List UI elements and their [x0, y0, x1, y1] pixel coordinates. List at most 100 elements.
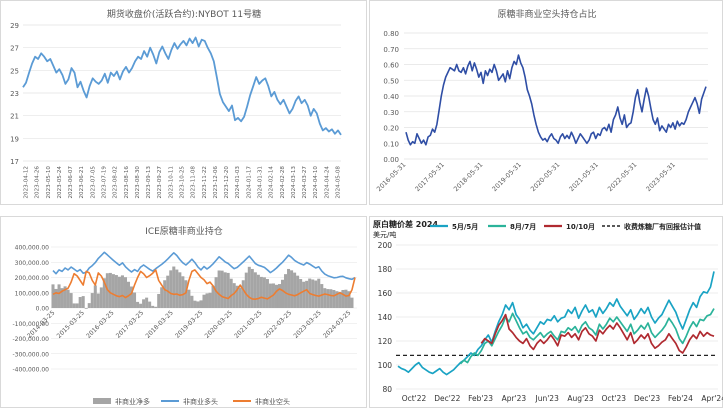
y-tick-label: -300,000.00 — [12, 351, 49, 358]
y-tick-label: 25 — [10, 67, 19, 75]
net-long-bar — [302, 282, 305, 308]
net-long-bar — [341, 290, 344, 308]
net-long-bar — [251, 269, 254, 308]
net-long-bar — [100, 287, 103, 308]
legend-refiner-estimate: 收费炼糖厂有回报估计值 — [624, 222, 701, 231]
net-long-bar — [206, 293, 209, 308]
x-tick-label: 2023-06-07 — [68, 166, 74, 199]
net-long-bar — [73, 303, 76, 308]
chart-sugar-futures: 期货收盘价(活跃合约):NYBOT 11号糖 17192123252729202… — [1, 1, 368, 206]
net-long-bar — [139, 304, 142, 308]
net-long-bar — [257, 275, 260, 308]
x-tick-label: 2023-06-21 — [79, 166, 85, 199]
chart-noncommercial: ICE原糖非商业持仓 400,000.00300,000.00200,000.0… — [1, 217, 368, 409]
x-tick-label: 2023-08-30 — [135, 166, 141, 199]
net-long-bar — [181, 276, 184, 308]
net-long-bar — [193, 301, 196, 308]
y-tick-label: 0.50 — [383, 77, 399, 85]
y-tick-label: 0.40 — [383, 93, 399, 101]
x-tick-label: 2023-12-06 — [213, 166, 219, 199]
net-long-bar — [115, 275, 118, 308]
x-tick-label: 2024-02-28 — [280, 166, 286, 199]
y-tick-label: 120 — [378, 337, 393, 346]
x-tick-label: 2022-05-31 — [606, 161, 638, 193]
legend-may-may: 5月/5月 — [452, 223, 478, 231]
x-tick-label: 2023-05-31 — [645, 161, 677, 193]
net-long-bar — [290, 270, 293, 308]
y-tick-label: 300,000.00 — [15, 260, 50, 267]
net-long-bar — [242, 280, 245, 308]
x-tick-label: 2024-04-10 — [313, 166, 319, 199]
x-tick-label: 2023-10-11 — [168, 166, 174, 199]
net-long-bar — [160, 287, 163, 308]
chart-short-ratio: 原糖非商业空头持仓占比 0.000.100.200.300.400.500.60… — [370, 1, 723, 206]
net-long-bar — [218, 270, 221, 308]
series-line-nybot11 — [23, 38, 341, 135]
net-long-bar — [145, 298, 148, 308]
net-long-bar — [133, 292, 136, 308]
x-tick-label: 2024-01-03 — [235, 166, 241, 199]
y-tick-label: 400,000.00 — [15, 245, 50, 252]
x-tick-label: Apr'24 — [701, 394, 723, 403]
y-tick-label: 29 — [10, 22, 19, 30]
net-long-bar — [85, 308, 88, 309]
x-tick-label: 2017-05-31 — [414, 161, 446, 193]
net-long-bar — [329, 289, 332, 308]
x-tick-label: Dec'22 — [434, 394, 460, 403]
net-long-bar — [323, 288, 326, 308]
net-long-bar — [275, 285, 278, 308]
x-tick-label: 2024-04-24 — [324, 166, 330, 199]
x-tick-label: 2023-11-22 — [202, 166, 208, 199]
y-tick-label: 0.00 — [383, 156, 399, 164]
x-tick-label: Feb'24 — [668, 394, 693, 403]
net-long-bar — [248, 267, 251, 308]
net-long-bar — [230, 279, 233, 308]
y-tick-label: 0.20 — [383, 125, 399, 133]
net-long-bar — [221, 271, 224, 308]
net-long-bar — [305, 281, 308, 308]
x-tick-label: 2019-03-25 — [174, 309, 204, 339]
chart-title: 原白糖价差 2024 — [373, 219, 438, 229]
net-long-bar — [202, 295, 205, 308]
y-tick-label: 100 — [378, 361, 393, 370]
y-tick-label: 0.30 — [383, 109, 399, 117]
net-long-bar — [175, 270, 178, 308]
x-tick-label: 2023-12-20 — [224, 166, 230, 199]
net-long-bar — [163, 280, 166, 308]
net-long-bar — [293, 273, 296, 308]
net-long-bar — [245, 273, 248, 308]
net-long-bar — [187, 290, 190, 308]
net-long-bar — [287, 269, 290, 308]
y-tick-label: 200 — [378, 241, 393, 250]
x-tick-label: 2020-05-31 — [529, 161, 561, 193]
net-long-bar — [326, 289, 329, 308]
net-long-bar — [178, 272, 181, 308]
net-long-bar — [112, 274, 115, 308]
net-long-bar — [142, 299, 145, 308]
net-long-bar — [263, 277, 266, 308]
x-tick-label: 2021-05-31 — [568, 161, 600, 193]
x-tick-label: Dec'23 — [634, 394, 660, 403]
y-tick-label: 21 — [10, 113, 19, 121]
net-long-bar — [109, 273, 112, 308]
net-long-bar — [338, 292, 341, 308]
net-long-bar — [254, 272, 257, 308]
net-long-bar — [118, 277, 121, 308]
series-line-short-ratio — [406, 55, 706, 145]
x-tick-label: 2024-01-31 — [258, 166, 264, 199]
legend-short: 非商业空头 — [255, 397, 290, 406]
net-long-bar — [148, 302, 151, 308]
net-long-bar — [88, 303, 91, 308]
y-tick-label: 140 — [378, 313, 393, 322]
x-tick-label: 2023-03-25 — [292, 309, 322, 339]
net-long-bar — [317, 279, 320, 308]
x-tick-label: 2020-03-25 — [204, 309, 234, 339]
net-long-bar — [260, 277, 263, 308]
chart-title: 原糖非商业空头持仓占比 — [497, 8, 596, 20]
x-tick-label: Apr'23 — [502, 394, 527, 403]
net-long-bar — [199, 300, 202, 308]
x-tick-label: 2023-09-27 — [157, 166, 163, 199]
legend-aug-jul: 8月/7月 — [510, 223, 536, 231]
net-long-bar — [314, 281, 317, 308]
